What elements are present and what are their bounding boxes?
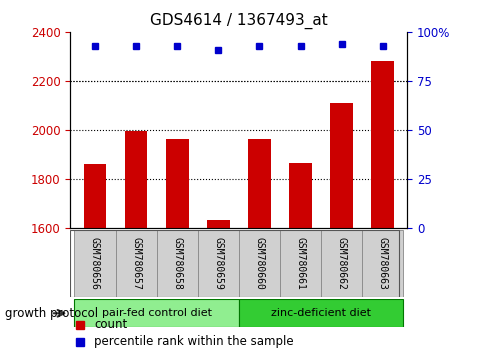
- Bar: [288, 163, 311, 228]
- Text: count: count: [94, 319, 127, 331]
- Bar: [279, 230, 320, 297]
- Text: zinc-deficient diet: zinc-deficient diet: [271, 308, 370, 318]
- Text: GSM780660: GSM780660: [254, 237, 264, 290]
- Bar: [248, 139, 270, 228]
- Bar: [362, 230, 403, 297]
- Bar: [238, 230, 279, 297]
- Bar: [115, 230, 156, 297]
- Bar: [320, 230, 362, 297]
- Bar: [197, 230, 238, 297]
- Bar: [330, 103, 352, 228]
- Bar: [124, 131, 147, 228]
- Bar: [74, 299, 238, 327]
- Text: growth protocol: growth protocol: [5, 307, 98, 320]
- Bar: [156, 230, 197, 297]
- Bar: [238, 299, 403, 327]
- Text: GSM780657: GSM780657: [131, 237, 141, 290]
- Text: GSM780658: GSM780658: [172, 237, 182, 290]
- Text: pair-fed control diet: pair-fed control diet: [102, 308, 211, 318]
- Text: GSM780661: GSM780661: [295, 237, 305, 290]
- Title: GDS4614 / 1367493_at: GDS4614 / 1367493_at: [150, 13, 327, 29]
- Text: GSM780663: GSM780663: [377, 237, 387, 290]
- Bar: [74, 230, 115, 297]
- Text: GSM780656: GSM780656: [90, 237, 100, 290]
- Bar: [207, 220, 229, 228]
- Bar: [166, 139, 188, 228]
- Bar: [371, 61, 393, 228]
- Text: percentile rank within the sample: percentile rank within the sample: [94, 335, 293, 348]
- Bar: [84, 165, 106, 228]
- Text: GSM780659: GSM780659: [213, 237, 223, 290]
- Text: GSM780662: GSM780662: [336, 237, 346, 290]
